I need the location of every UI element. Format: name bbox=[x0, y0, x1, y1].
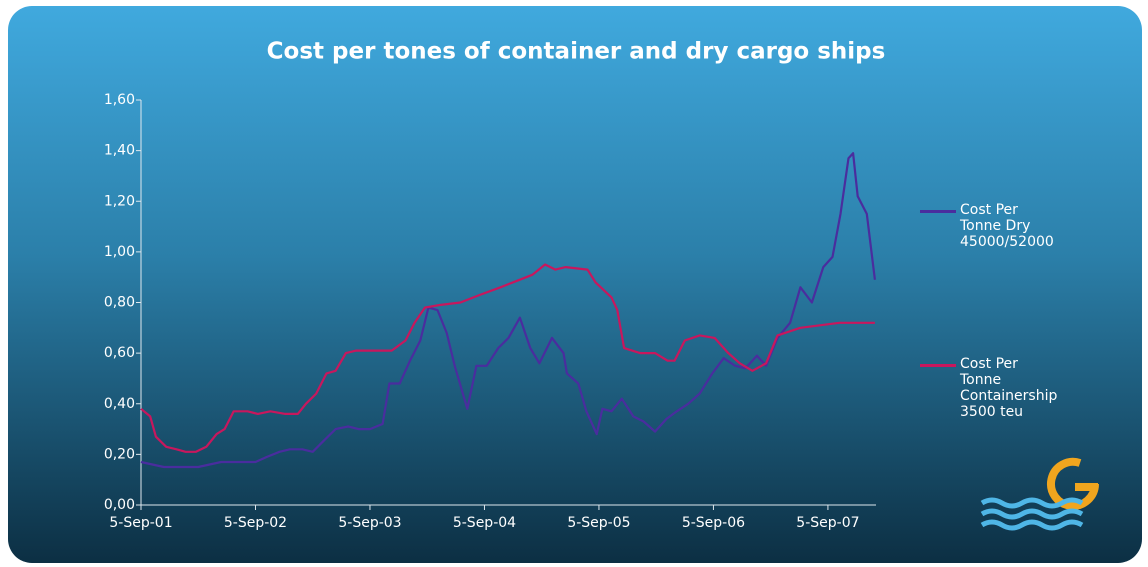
y-tick-label: 1,60 bbox=[104, 92, 135, 108]
y-tick-label: 0,60 bbox=[104, 345, 135, 361]
y-tick-label: 0,20 bbox=[104, 446, 135, 462]
chart-title: Cost per tones of container and dry carg… bbox=[267, 39, 886, 65]
y-tick-label: 1,40 bbox=[104, 143, 135, 159]
x-tick-label: 5-Sep-06 bbox=[682, 515, 745, 531]
series-line bbox=[140, 263, 875, 453]
x-tick-label: 5-Sep-02 bbox=[224, 515, 287, 531]
legend-swatch bbox=[920, 364, 956, 367]
y-tick-label: 1,20 bbox=[104, 193, 135, 209]
y-tick-label: 0,80 bbox=[104, 295, 135, 311]
y-tick-label: 1,00 bbox=[104, 244, 135, 260]
legend-item: Cost Per Tonne Containership 3500 teu bbox=[920, 356, 1058, 420]
background bbox=[8, 6, 1142, 563]
x-tick-label: 5-Sep-05 bbox=[567, 515, 630, 531]
y-tick-label: 0,00 bbox=[104, 497, 135, 513]
logo bbox=[980, 457, 1099, 531]
legend-item: Cost Per Tonne Dry 45000/52000 bbox=[920, 202, 1054, 250]
x-tick-label: 5-Sep-04 bbox=[453, 515, 516, 531]
legend-label: Cost Per Tonne Containership 3500 teu bbox=[960, 356, 1058, 420]
x-tick-label: 5-Sep-03 bbox=[338, 515, 401, 531]
legend-swatch bbox=[920, 210, 956, 213]
legend-label: Cost Per Tonne Dry 45000/52000 bbox=[960, 202, 1054, 250]
x-tick-label: 5-Sep-01 bbox=[109, 515, 172, 531]
x-tick-label: 5-Sep-07 bbox=[796, 515, 859, 531]
y-tick-label: 0,40 bbox=[104, 396, 135, 412]
